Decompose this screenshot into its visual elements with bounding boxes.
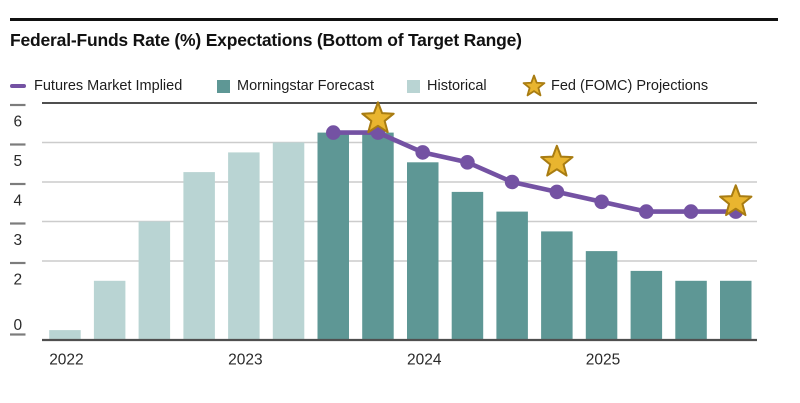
fomc-star — [540, 144, 574, 177]
legend: Futures Market Implied Morningstar Foreca… — [0, 74, 800, 97]
bar-historical — [138, 221, 171, 340]
futures-dot — [504, 174, 520, 190]
futures-dot — [639, 204, 654, 219]
bar-forecast — [362, 132, 394, 340]
fomc-star-icon — [522, 74, 546, 97]
futures-dot — [549, 184, 565, 200]
bar-historical — [228, 152, 260, 340]
bar-forecast — [496, 211, 528, 340]
y-tick-label: 6 — [13, 114, 22, 131]
fomc-star — [719, 184, 753, 217]
bar-forecast — [541, 231, 573, 340]
x-tick-label: 2022 — [49, 352, 83, 369]
futures-line-icon — [10, 83, 26, 89]
futures-dot — [683, 204, 699, 219]
x-tick-label: 2025 — [586, 352, 620, 369]
bar-forecast — [451, 191, 484, 340]
y-tick-label: 5 — [13, 153, 22, 170]
y-tick-label: 0 — [13, 317, 22, 334]
bar-swatch-icon — [217, 79, 230, 93]
y-tick-label: 2 — [13, 272, 22, 289]
futures-dot — [326, 125, 341, 140]
x-tick-label: 2023 — [228, 352, 262, 369]
y-axis: 6 5 4 3 2 0 — [10, 103, 26, 336]
legend-label: Morningstar Forecast — [237, 78, 374, 94]
bar-historical — [272, 142, 305, 340]
bar-forecast — [675, 280, 707, 341]
bars-group — [49, 132, 752, 341]
futures-dot — [415, 145, 431, 160]
y-tick-label: 4 — [13, 193, 22, 210]
x-axis: 2022 2023 2024 2025 — [49, 352, 620, 369]
top-rule — [10, 18, 778, 21]
futures-dot — [460, 155, 475, 170]
legend-item-morningstar-forecast: Morningstar Forecast — [217, 75, 374, 97]
legend-item-fed-fomc-projections: Fed (FOMC) Projections — [521, 74, 709, 97]
fomc-stars-group — [361, 101, 753, 217]
bar-historical — [93, 280, 126, 341]
legend-label: Fed (FOMC) Projections — [551, 78, 709, 94]
futures-dot — [594, 194, 609, 210]
bar-forecast — [630, 270, 663, 340]
bar-swatch-icon — [407, 79, 420, 93]
legend-item-futures-market-implied: Futures Market Implied — [10, 75, 182, 97]
bar-historical — [183, 172, 215, 340]
chart-title: Federal-Funds Rate (%) Expectations (Bot… — [10, 30, 522, 50]
bar-forecast — [317, 132, 349, 340]
bar-forecast — [407, 162, 439, 341]
bar-forecast — [720, 280, 752, 341]
fomc-star — [361, 101, 395, 134]
legend-item-historical: Historical — [407, 75, 487, 97]
x-tick-label: 2024 — [407, 352, 442, 369]
bar-historical — [49, 330, 81, 340]
legend-label: Futures Market Implied — [34, 78, 183, 94]
legend-label: Historical — [427, 78, 487, 94]
y-tick-label: 3 — [13, 232, 22, 249]
bar-forecast — [585, 251, 618, 340]
